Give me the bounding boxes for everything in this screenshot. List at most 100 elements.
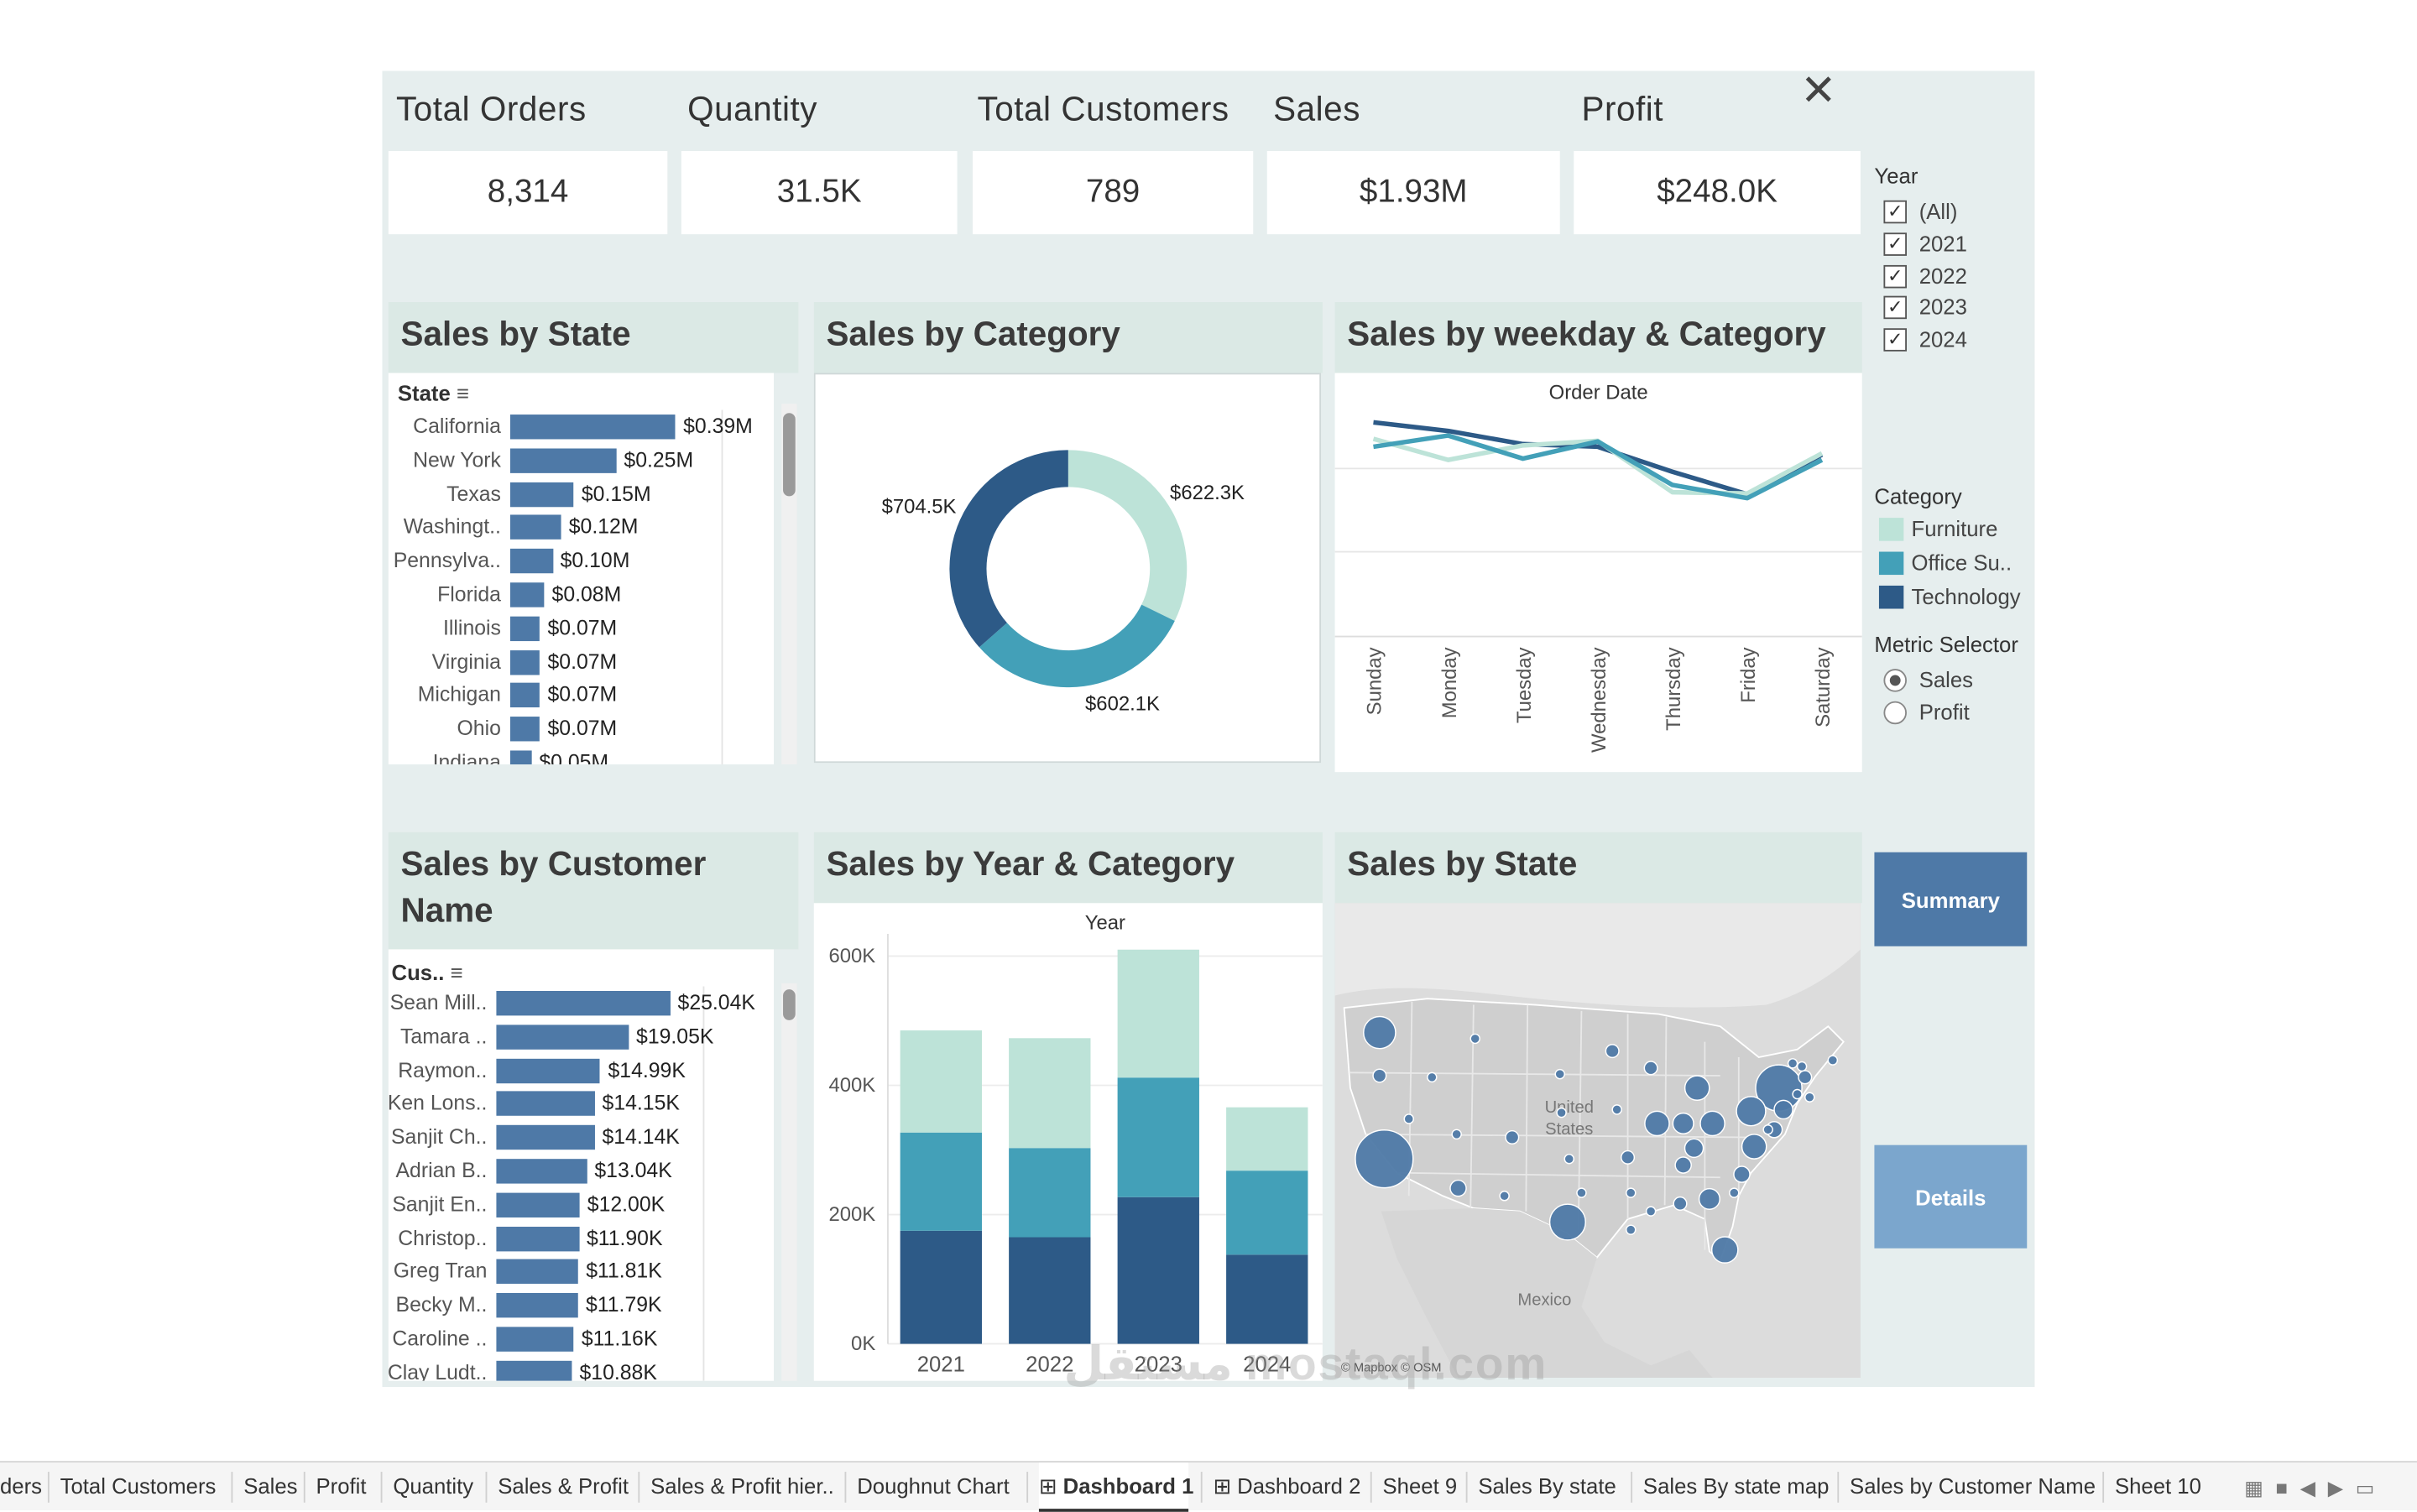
map-bubble-tennessee[interactable] <box>1674 1156 1692 1174</box>
customer-row[interactable]: Christop.. $11.90K <box>389 1222 774 1255</box>
metric-radio-profit[interactable] <box>1883 701 1907 725</box>
sheet-tab[interactable]: ders <box>0 1462 42 1512</box>
state-bar[interactable] <box>509 549 553 574</box>
sheet-tab[interactable]: Doughnut Chart <box>857 1462 1010 1512</box>
state-bar[interactable] <box>509 582 545 607</box>
state-row[interactable]: Pennsylva.. $0.10M <box>389 545 774 578</box>
map-bubble-arkansas[interactable] <box>1625 1187 1637 1198</box>
map-bubble-maryland[interactable] <box>1762 1124 1773 1135</box>
sheet-tab[interactable]: Sales by Customer Name <box>1850 1462 2096 1512</box>
state-symbol-map[interactable]: United States Mexico © Mapbox © OSM <box>1334 903 1861 1379</box>
state-bar[interactable] <box>509 616 540 641</box>
map-bubble-oklahoma[interactable] <box>1576 1187 1587 1198</box>
customer-row[interactable]: Adrian B.. $13.04K <box>389 1155 774 1188</box>
sheet-tab[interactable]: Quantity <box>393 1462 478 1512</box>
customer-row[interactable]: Sanjit Ch.. $14.14K <box>389 1121 774 1155</box>
map-bubble-new-hampshire[interactable] <box>1796 1061 1808 1072</box>
customer-bar[interactable] <box>496 1327 574 1352</box>
map-bubble-florida[interactable] <box>1710 1236 1739 1264</box>
customer-row[interactable]: Clay Ludt.. $10.88K <box>389 1356 774 1381</box>
customer-bar[interactable] <box>496 1159 587 1184</box>
customer-bar[interactable] <box>496 1025 629 1050</box>
state-bar[interactable] <box>509 448 617 473</box>
sheet-tab[interactable]: Sheet 10 <box>2115 1462 2205 1512</box>
stack-segment-office-supplies[interactable] <box>1117 1077 1199 1197</box>
map-bubble-idaho[interactable] <box>1427 1071 1438 1083</box>
customer-bar[interactable] <box>496 990 671 1016</box>
map-bubble-mississippi[interactable] <box>1645 1206 1657 1217</box>
state-row[interactable]: Indiana $0.05M <box>389 746 774 765</box>
stack-segment-technology[interactable] <box>1226 1254 1308 1344</box>
customer-scrollbar[interactable] <box>781 983 797 1381</box>
stack-segment-technology[interactable] <box>1009 1237 1091 1344</box>
map-bubble-arizona[interactable] <box>1449 1179 1467 1197</box>
map-bubble-new-mexico[interactable] <box>1499 1191 1510 1202</box>
customer-bar[interactable] <box>496 1226 579 1251</box>
customer-bar[interactable] <box>496 1092 595 1117</box>
next-tab-icon[interactable]: ▶ <box>2327 1476 2356 1500</box>
map-bubble-massachusetts[interactable] <box>1798 1070 1813 1085</box>
stack-segment-office-supplies[interactable] <box>900 1132 982 1231</box>
sheet-tab[interactable]: Profit <box>316 1462 375 1512</box>
state-row[interactable]: Washingt.. $0.12M <box>389 511 774 545</box>
stack-segment-furniture[interactable] <box>1009 1038 1091 1149</box>
present-icon[interactable]: ▭ <box>2355 1476 2388 1500</box>
year-checkbox-2024[interactable]: ✓ <box>1883 328 1907 352</box>
map-bubble-north-carolina[interactable] <box>1733 1165 1751 1183</box>
state-scrollbar[interactable] <box>781 404 797 765</box>
map-bubble-wisconsin[interactable] <box>1643 1061 1658 1076</box>
map-bubble-iowa[interactable] <box>1611 1104 1622 1115</box>
state-row[interactable]: New York $0.25M <box>389 444 774 477</box>
customer-row[interactable]: Sean Mill.. $25.04K <box>389 986 774 1019</box>
map-bubble-nebraska[interactable] <box>1556 1107 1567 1118</box>
map-bubble-california[interactable] <box>1355 1129 1414 1189</box>
map-bubble-nevada[interactable] <box>1403 1113 1414 1124</box>
details-button[interactable]: Details <box>1874 1144 2028 1249</box>
state-row[interactable]: Michigan $0.07M <box>389 679 774 712</box>
customer-row[interactable]: Sanjit En.. $12.00K <box>389 1188 774 1222</box>
map-bubble-rhode-island[interactable] <box>1804 1092 1815 1103</box>
state-bar[interactable] <box>509 515 561 540</box>
stack-segment-office-supplies[interactable] <box>1009 1148 1091 1238</box>
sheet-tab[interactable]: ⊞ Dashboard 1 <box>1038 1462 1193 1512</box>
sheet-tab[interactable]: Sheet 9 <box>1383 1462 1458 1512</box>
sort-icon[interactable]: ≡ <box>450 960 463 985</box>
summary-button[interactable]: Summary <box>1874 852 2028 946</box>
state-bar[interactable] <box>509 482 574 507</box>
sheet-tab[interactable]: Sales & Profit hier.. <box>650 1462 834 1512</box>
state-row[interactable]: Florida $0.08M <box>389 578 774 612</box>
state-row[interactable]: California $0.39M <box>389 410 774 444</box>
map-bubble-oregon[interactable] <box>1372 1068 1387 1083</box>
grid-view-icon[interactable]: ▦ <box>2244 1476 2276 1500</box>
customer-row[interactable]: Becky M.. $11.79K <box>389 1289 774 1322</box>
donut-slice-technology[interactable] <box>949 450 1068 648</box>
map-bubble-georgia[interactable] <box>1698 1187 1720 1211</box>
sheet-tab[interactable]: Sales By state map <box>1643 1462 1830 1512</box>
map-bubble-montana[interactable] <box>1470 1033 1480 1045</box>
map-bubble-minnesota[interactable] <box>1605 1044 1620 1059</box>
map-bubble-kentucky[interactable] <box>1684 1138 1704 1159</box>
filmstrip-icon[interactable]: ■ <box>2275 1476 2300 1500</box>
map-bubble-pennsylvania[interactable] <box>1736 1096 1767 1127</box>
customer-bar[interactable] <box>496 1293 578 1318</box>
map-bubble-colorado[interactable] <box>1505 1129 1520 1145</box>
stack-segment-furniture[interactable] <box>900 1030 982 1133</box>
customer-row[interactable]: Caroline .. $11.16K <box>389 1322 774 1356</box>
map-bubble-new-jersey[interactable] <box>1773 1099 1793 1120</box>
map-bubble-michigan[interactable] <box>1684 1075 1710 1102</box>
state-row[interactable]: Ohio $0.07M <box>389 712 774 746</box>
map-bubble-maine[interactable] <box>1827 1055 1839 1066</box>
year-checkbox-2021[interactable]: ✓ <box>1883 232 1907 256</box>
stack-segment-technology[interactable] <box>900 1230 982 1344</box>
map-bubble-louisiana[interactable] <box>1625 1224 1637 1235</box>
map-bubble-texas[interactable] <box>1548 1203 1586 1241</box>
state-bar[interactable] <box>509 683 540 708</box>
sheet-tab[interactable]: Sales <box>243 1462 299 1512</box>
sheet-tab[interactable]: Total Customers <box>60 1462 221 1512</box>
stack-segment-technology[interactable] <box>1117 1197 1199 1344</box>
year-checkbox-2023[interactable]: ✓ <box>1883 295 1907 320</box>
sheet-tab[interactable]: Sales By state <box>1478 1462 1616 1512</box>
tab-nav-controls[interactable]: ▦■◀▶▭ <box>2244 1477 2387 1501</box>
customer-row[interactable]: Raymon.. $14.99K <box>389 1054 774 1087</box>
map-bubble-kansas[interactable] <box>1563 1153 1575 1165</box>
